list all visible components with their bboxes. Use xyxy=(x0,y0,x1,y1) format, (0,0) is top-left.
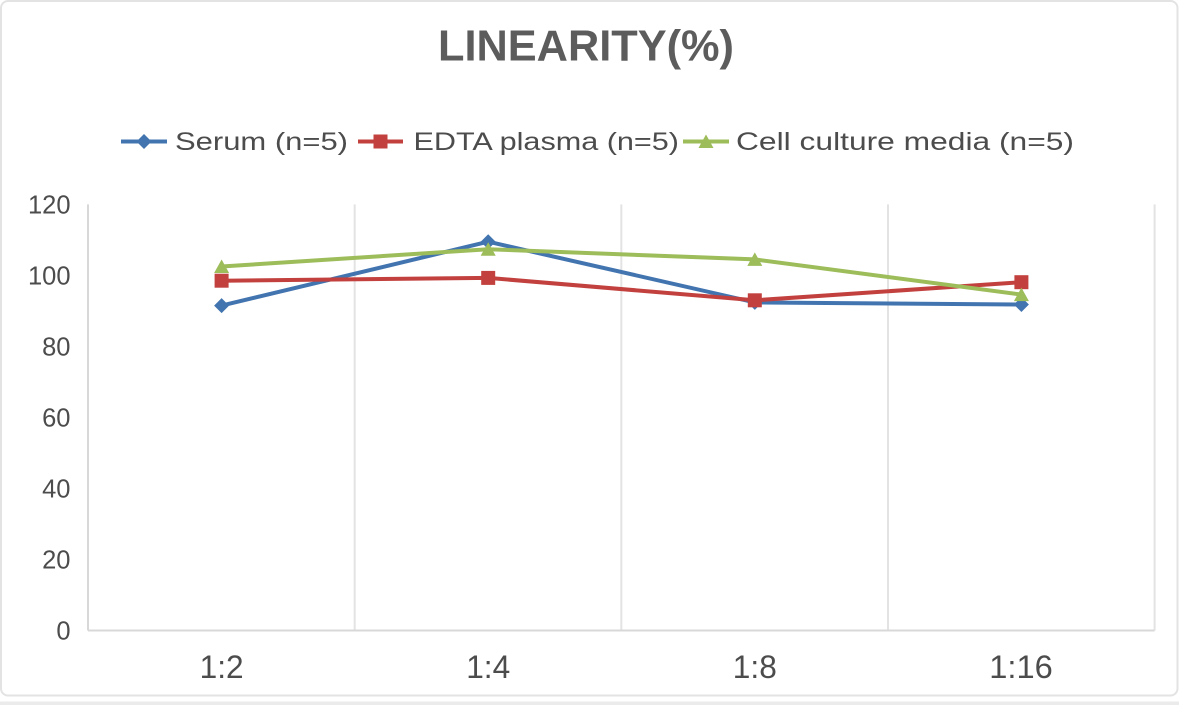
svg-text:1:4: 1:4 xyxy=(466,649,510,685)
svg-text:20: 20 xyxy=(42,547,70,575)
svg-text:EDTA plasma (n=5): EDTA plasma (n=5) xyxy=(414,128,680,156)
svg-text:40: 40 xyxy=(42,476,70,504)
svg-text:0: 0 xyxy=(56,618,70,646)
svg-text:1:8: 1:8 xyxy=(733,649,777,685)
svg-text:1:16: 1:16 xyxy=(989,649,1053,685)
svg-text:1:2: 1:2 xyxy=(200,649,244,685)
svg-text:80: 80 xyxy=(42,334,70,362)
svg-text:60: 60 xyxy=(42,405,70,433)
svg-text:Cell culture media (n=5): Cell culture media (n=5) xyxy=(736,128,1074,156)
svg-text:Serum (n=5): Serum (n=5) xyxy=(175,128,348,156)
svg-text:120: 120 xyxy=(28,192,71,220)
svg-text:LINEARITY(%): LINEARITY(%) xyxy=(438,23,734,71)
svg-text:100: 100 xyxy=(28,263,71,291)
